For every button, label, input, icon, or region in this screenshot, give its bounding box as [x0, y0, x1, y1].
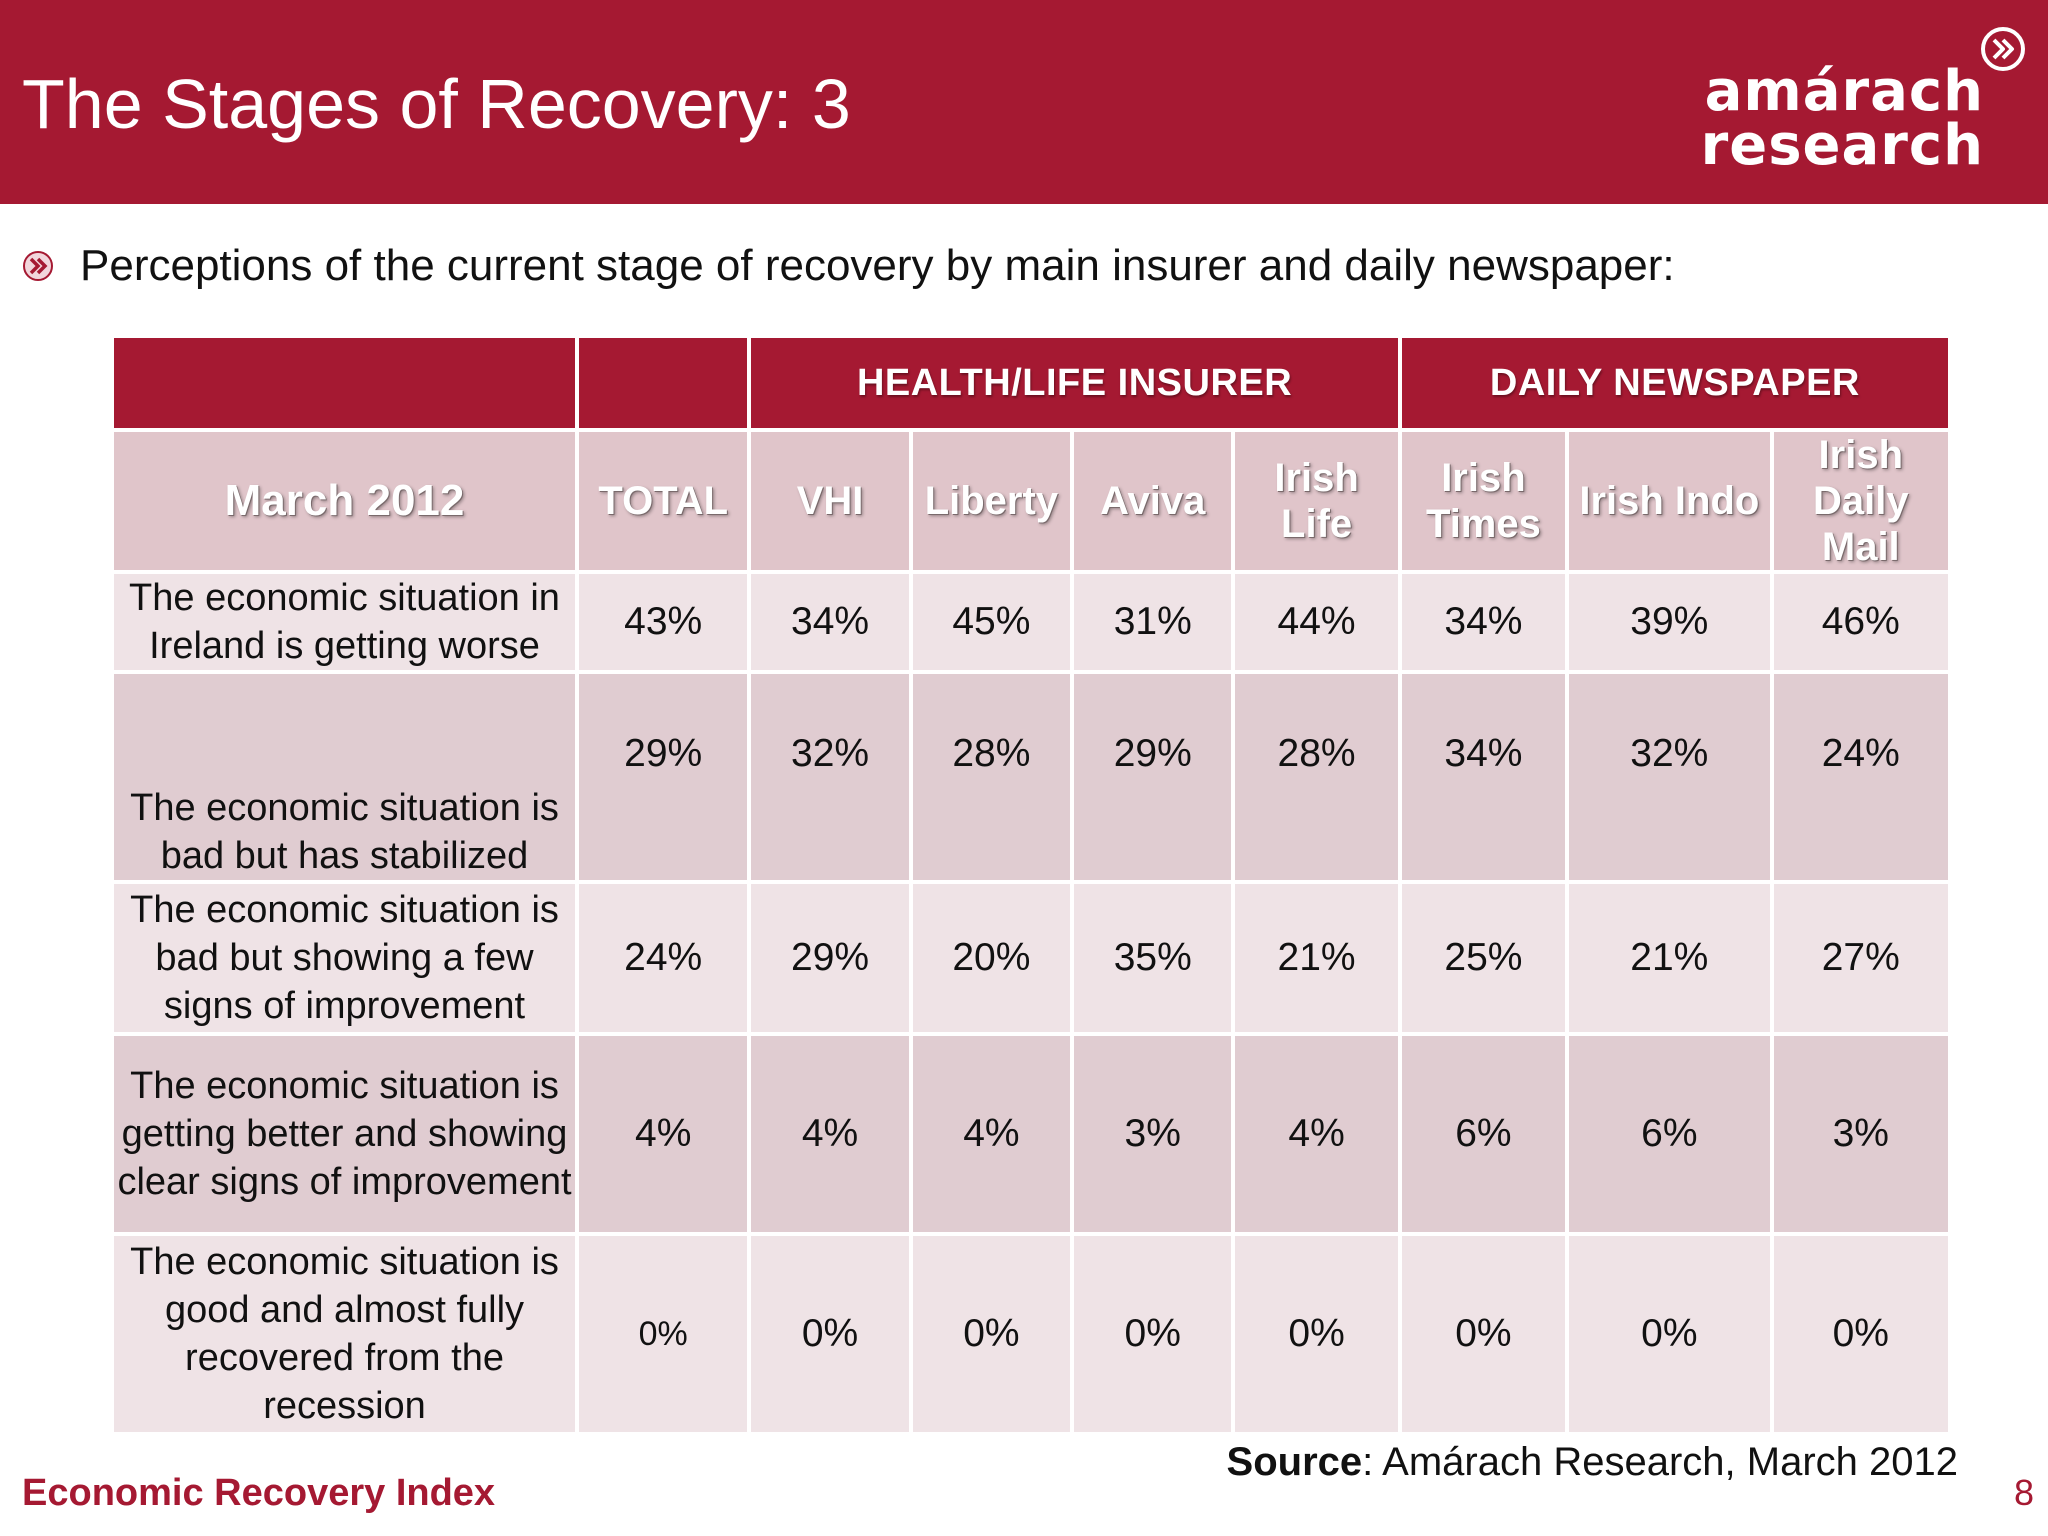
cell-aviva: 0%	[1074, 1236, 1232, 1432]
company-logo: amárach research	[1701, 22, 2035, 174]
cell-irish-daily-mail: 24%	[1773, 674, 1948, 880]
cell-irish-daily-mail: 3%	[1773, 1036, 1948, 1232]
cell-liberty: 0%	[912, 1236, 1071, 1432]
cell-vhi: 0%	[751, 1236, 909, 1432]
cell-irish-indo: 0%	[1569, 1236, 1770, 1432]
cell-irish-indo: 39%	[1569, 574, 1770, 670]
cell-irish-times: 34%	[1401, 674, 1566, 880]
source-label: Source	[1226, 1440, 1363, 1484]
cell-aviva: 31%	[1074, 574, 1232, 670]
cell-irish-indo: 21%	[1569, 884, 1770, 1032]
logo-text-line2: research	[1700, 113, 1984, 178]
cell-irish-indo: 6%	[1569, 1036, 1770, 1232]
cell-irish-daily-mail: 27%	[1773, 884, 1948, 1032]
cell-irish-times: 25%	[1401, 884, 1566, 1032]
cell-liberty: 28%	[912, 674, 1071, 880]
row-label: The economic situation is good and almos…	[114, 1236, 576, 1432]
cell-total: 29%	[579, 674, 748, 880]
source-note: Source: Amárach Research, March 2012	[1227, 1440, 1958, 1485]
row-label: The economic situation in Ireland is get…	[114, 574, 576, 670]
column-header-liberty: Liberty	[912, 432, 1071, 570]
footer-index-title: Economic Recovery Index	[22, 1472, 496, 1514]
cell-vhi: 4%	[751, 1036, 909, 1232]
cell-irish-times: 0%	[1401, 1236, 1566, 1432]
table-row: The economic situation is good and almos…	[114, 1236, 1948, 1432]
cell-liberty: 20%	[912, 884, 1071, 1032]
cell-vhi: 29%	[751, 884, 909, 1032]
cell-irish-life: 44%	[1235, 574, 1398, 670]
cell-aviva: 35%	[1074, 884, 1232, 1032]
cell-irish-indo: 32%	[1569, 674, 1770, 880]
cell-irish-times: 6%	[1401, 1036, 1566, 1232]
chevron-circle-icon	[1981, 27, 2025, 71]
row-label: The economic situation is getting better…	[114, 1036, 576, 1232]
bullet-chevron-icon	[23, 251, 53, 281]
cell-irish-times: 34%	[1401, 574, 1566, 670]
page-title: The Stages of Recovery: 3	[22, 65, 851, 143]
column-header-irish-life: Irish Life	[1235, 432, 1398, 570]
table-row: The economic situation is bad but has st…	[114, 674, 1948, 880]
group-header-insurer: HEALTH/LIFE INSURER	[751, 338, 1398, 428]
cell-aviva: 3%	[1074, 1036, 1232, 1232]
cell-total: 43%	[579, 574, 748, 670]
cell-irish-life: 0%	[1235, 1236, 1398, 1432]
header-bar: The Stages of Recovery: 3 amárach resear…	[0, 0, 2048, 204]
column-header-aviva: Aviva	[1074, 432, 1232, 570]
cell-irish-life: 28%	[1235, 674, 1398, 880]
cell-aviva: 29%	[1074, 674, 1232, 880]
recovery-table: HEALTH/LIFE INSURER DAILY NEWSPAPER Marc…	[110, 334, 1952, 1436]
cell-total: 4%	[579, 1036, 748, 1232]
logo-text-line1: amárach	[1704, 59, 1984, 124]
cell-liberty: 4%	[912, 1036, 1071, 1232]
cell-total: 24%	[579, 884, 748, 1032]
column-header-irish-daily-mail: Irish Daily Mail	[1773, 432, 1948, 570]
group-header-empty-total	[579, 338, 748, 428]
column-header-irish-indo: Irish Indo	[1569, 432, 1770, 570]
table-row: The economic situation is bad but showin…	[114, 884, 1948, 1032]
row-label: The economic situation is bad but showin…	[114, 884, 576, 1032]
row-label: The economic situation is bad but has st…	[114, 674, 576, 880]
slide-subtitle: Perceptions of the current stage of reco…	[80, 241, 1675, 290]
column-header-irish-times: Irish Times	[1401, 432, 1566, 570]
cell-liberty: 45%	[912, 574, 1071, 670]
group-header-newspaper: DAILY NEWSPAPER	[1401, 338, 1948, 428]
cell-vhi: 32%	[751, 674, 909, 880]
cell-irish-life: 21%	[1235, 884, 1398, 1032]
cell-irish-life: 4%	[1235, 1036, 1398, 1232]
column-header-vhi: VHI	[751, 432, 909, 570]
cell-irish-daily-mail: 46%	[1773, 574, 1948, 670]
column-header-period: March 2012	[114, 432, 576, 570]
group-header-empty	[114, 338, 576, 428]
column-header-total: TOTAL	[579, 432, 748, 570]
column-header-row: March 2012 TOTAL VHI Liberty Aviva Irish…	[114, 432, 1948, 570]
table-row: The economic situation in Ireland is get…	[114, 574, 1948, 670]
cell-total: 0%	[579, 1236, 748, 1432]
group-header-row: HEALTH/LIFE INSURER DAILY NEWSPAPER	[114, 338, 1948, 428]
cell-vhi: 34%	[751, 574, 909, 670]
table-row: The economic situation is getting better…	[114, 1036, 1948, 1232]
cell-irish-daily-mail: 0%	[1773, 1236, 1948, 1432]
page-number: 8	[2013, 1472, 2034, 1513]
source-text: : Amárach Research, March 2012	[1362, 1440, 1958, 1484]
